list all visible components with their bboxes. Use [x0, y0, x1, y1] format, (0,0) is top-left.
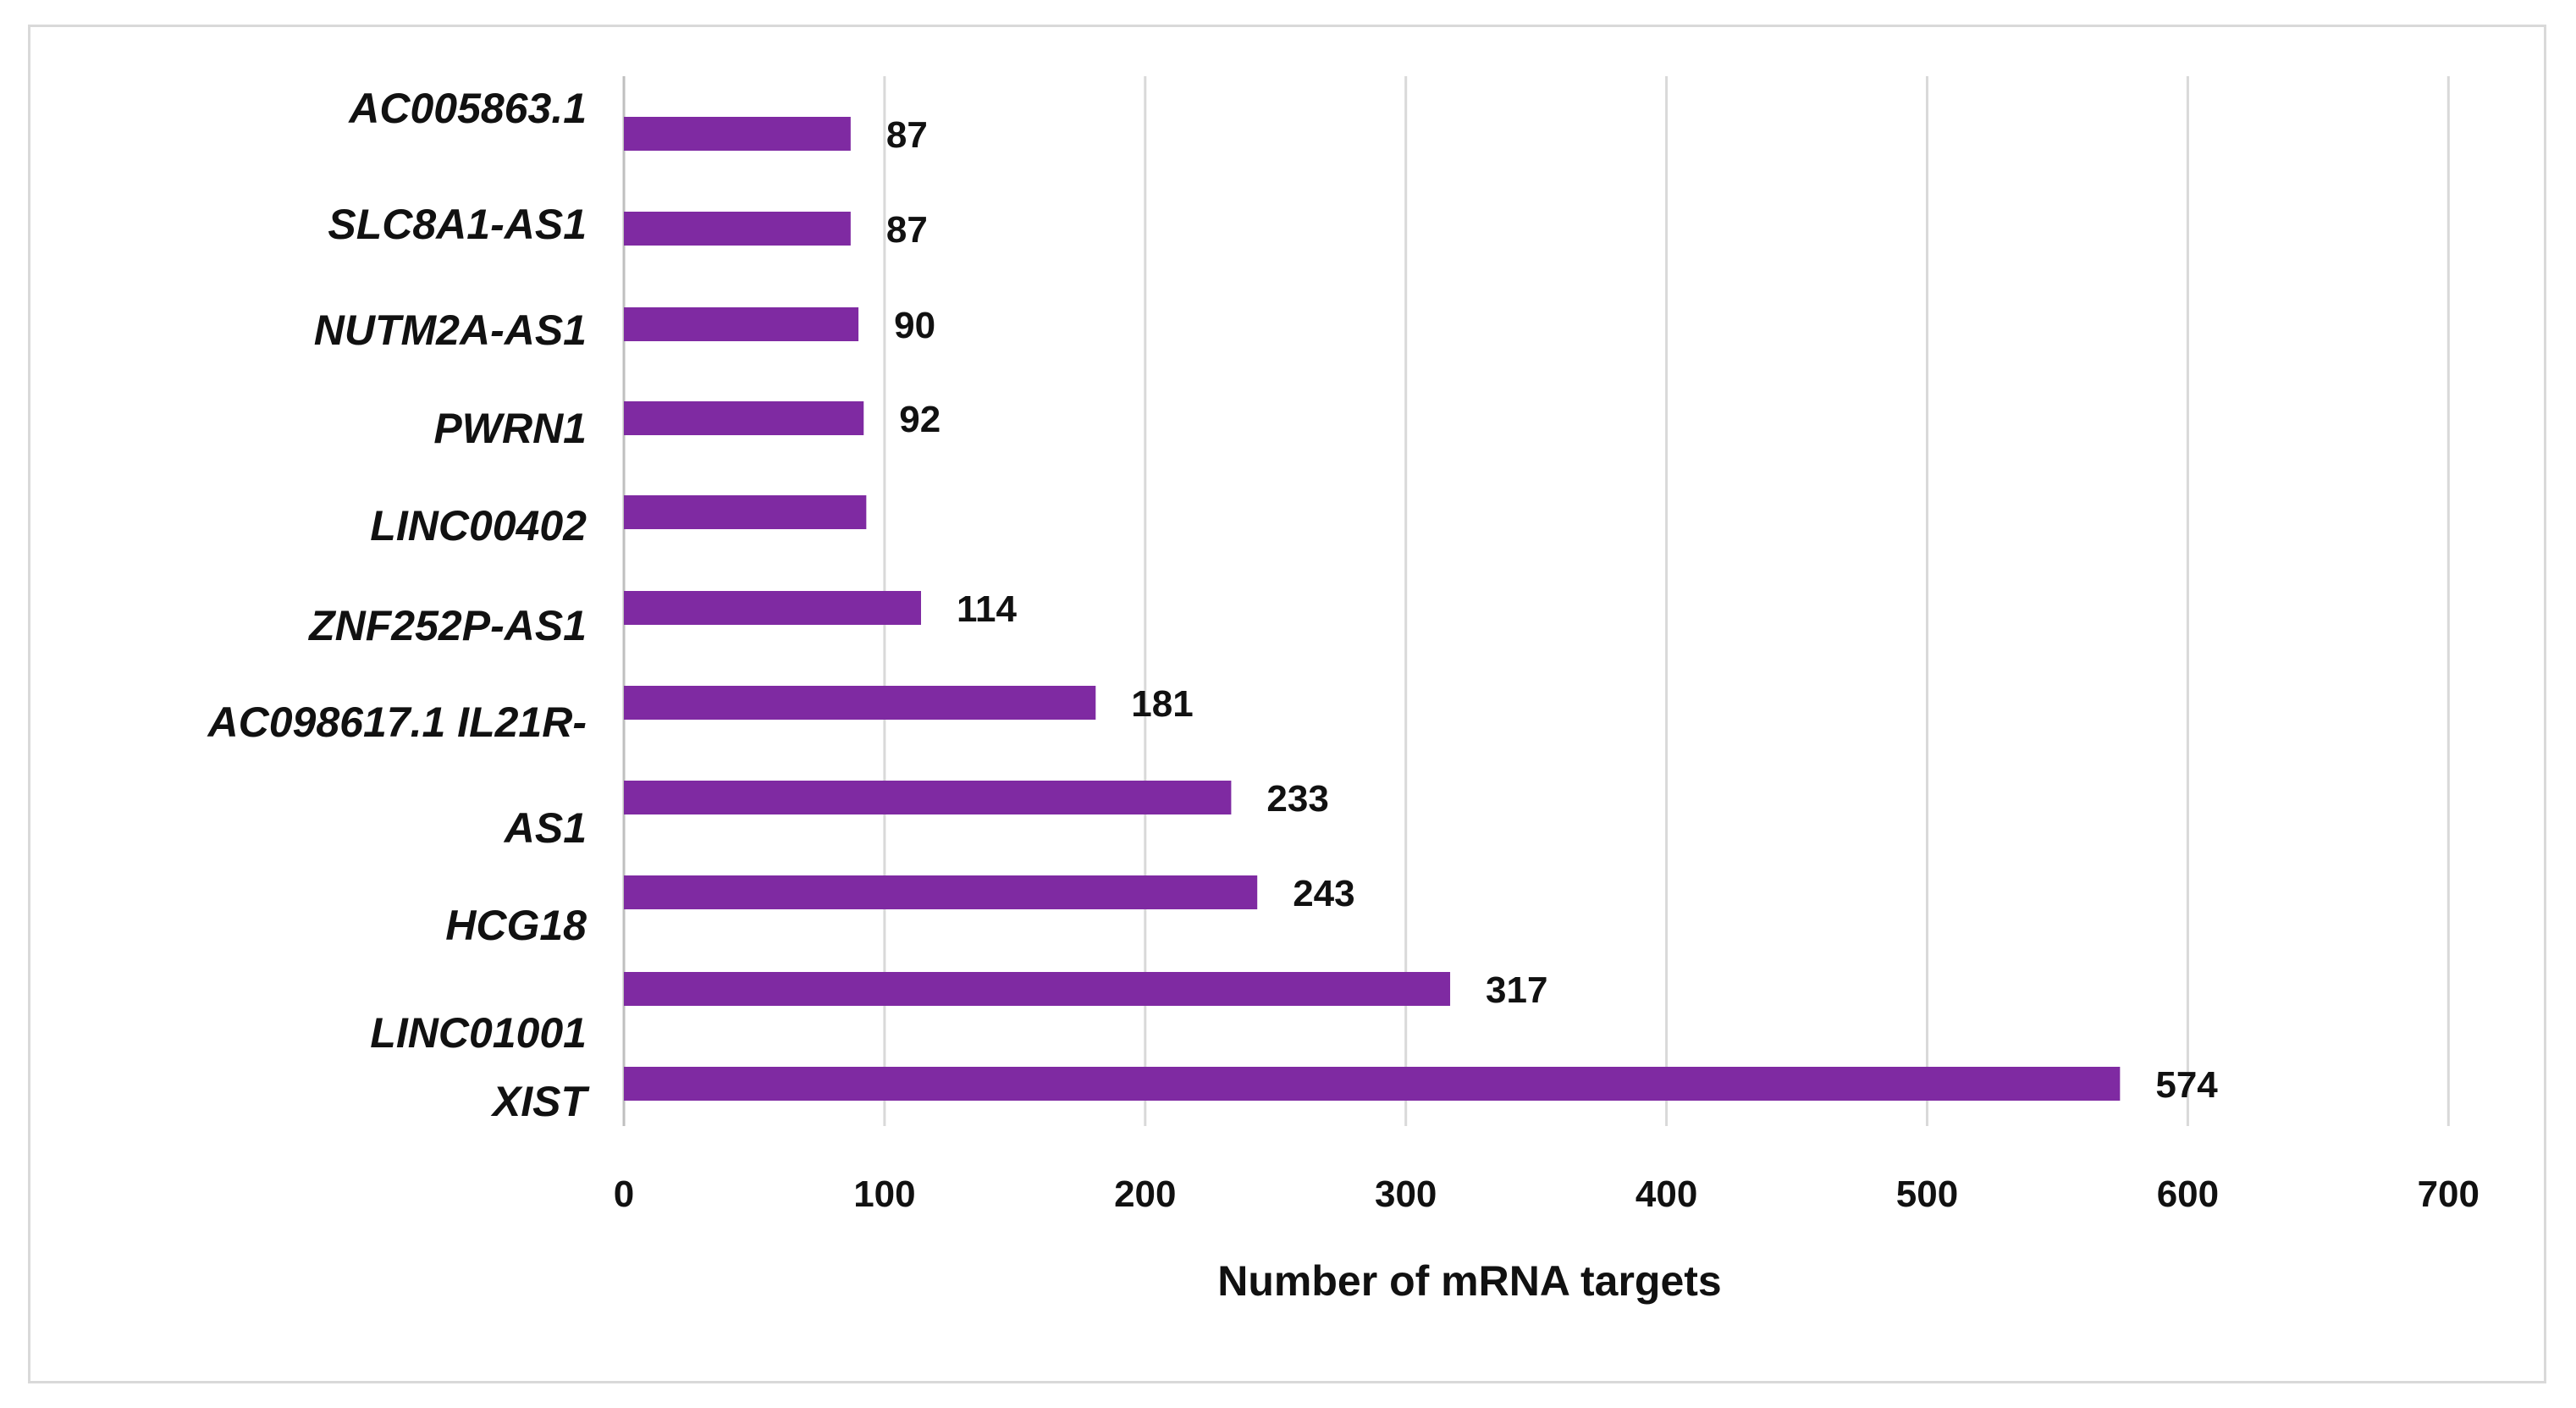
category-label: PWRN1 [433, 405, 587, 452]
data-label: 317 [1486, 969, 1547, 1011]
category-label: HCG18 [445, 902, 587, 949]
bars: 87 87 90 92 114 181 233 243 317 574 [624, 114, 2218, 1106]
data-label: 92 [899, 399, 940, 440]
category-label: XIST [490, 1078, 591, 1125]
bar [624, 591, 922, 625]
category-labels: AC005863.1 SLC8A1-AS1 NUTM2A-AS1 PWRN1 LINC0… [207, 85, 591, 1125]
x-tick-label: 200 [1114, 1173, 1176, 1215]
bar [624, 307, 859, 341]
x-tick-label: 500 [1896, 1173, 1958, 1215]
category-label: AC098617.1 IL21R- [207, 698, 587, 746]
category-label: NUTM2A-AS1 [314, 306, 587, 354]
gridlines [622, 76, 2450, 1126]
category-label: SLC8A1-AS1 [328, 201, 587, 248]
data-label: 87 [886, 209, 928, 251]
data-label: 90 [894, 305, 935, 346]
category-label: AS1 [503, 804, 587, 852]
category-label: AC005863.1 [347, 85, 587, 132]
bar [624, 401, 864, 435]
x-tick-label: 400 [1636, 1173, 1697, 1215]
data-label: 114 [957, 588, 1018, 630]
x-axis-ticks: 0 100 200 300 400 500 600 700 [614, 1173, 2479, 1215]
category-label: ZNF252P-AS1 [307, 602, 587, 649]
bar [624, 686, 1096, 720]
category-label: LINC01001 [370, 1009, 587, 1057]
data-label: 233 [1266, 778, 1328, 820]
bar [624, 875, 1258, 909]
bar [624, 495, 867, 529]
bar [624, 117, 851, 151]
bar [624, 781, 1232, 814]
x-tick-label: 300 [1375, 1173, 1437, 1215]
bar [624, 1067, 2121, 1101]
x-tick-label: 700 [2418, 1173, 2479, 1215]
x-tick-label: 600 [2157, 1173, 2219, 1215]
category-label: LINC00402 [370, 502, 587, 549]
data-label: 87 [886, 114, 928, 156]
data-label: 574 [2155, 1064, 2218, 1106]
data-label: 243 [1293, 873, 1354, 914]
bar [624, 212, 851, 246]
data-label: 181 [1131, 683, 1193, 725]
x-tick-label: 0 [614, 1173, 634, 1215]
chart-frame [28, 25, 2546, 1383]
x-axis-title: Number of mRNA targets [1217, 1257, 1721, 1305]
bar [624, 972, 1451, 1006]
x-tick-label: 100 [853, 1173, 915, 1215]
